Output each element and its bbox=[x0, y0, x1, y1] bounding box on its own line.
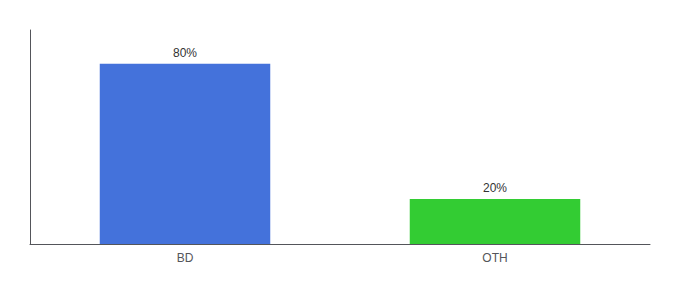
svg-text:BD: BD bbox=[177, 251, 194, 265]
svg-text:80%: 80% bbox=[173, 46, 197, 60]
svg-text:20%: 20% bbox=[483, 181, 507, 195]
svg-text:OTH: OTH bbox=[482, 251, 507, 265]
